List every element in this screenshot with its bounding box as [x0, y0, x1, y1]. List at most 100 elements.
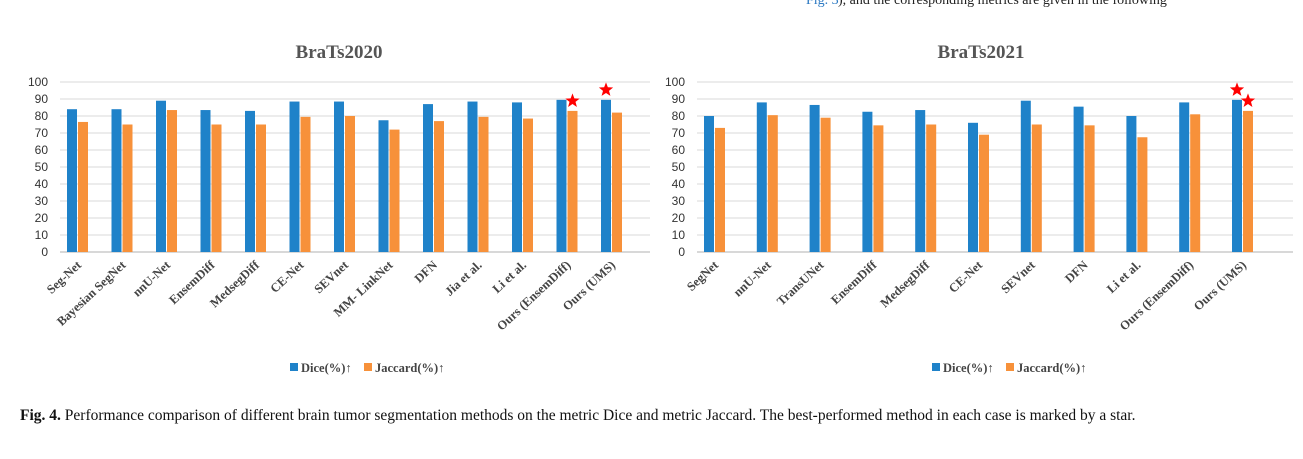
jaccard-bar	[478, 116, 489, 252]
jaccard-bar	[1084, 125, 1095, 252]
x-tick-label: SEVnet	[312, 257, 352, 296]
jaccard-bar	[345, 116, 355, 252]
dice-bar	[378, 120, 389, 252]
best-star-icon	[1240, 93, 1256, 107]
jaccard-bar	[389, 129, 400, 252]
y-tick-label: 20	[35, 211, 49, 225]
chart-2: BraTs2021 0 10 20 30 40 50 60 70 80 90 100 SegNet nnU…	[665, 42, 1293, 375]
chart-title: BraTs2021	[938, 42, 1025, 63]
jaccard-bar	[979, 134, 989, 252]
x-tick-label: Jia et al.	[442, 258, 484, 299]
jaccard-bar	[1137, 137, 1148, 252]
legend-swatch-jaccard	[364, 363, 372, 371]
dice-bar	[289, 101, 300, 252]
figure-charts: BraTs20200102030405060708090100Seg-NetBa…	[28, 42, 1293, 375]
y-tick-label: 10	[672, 228, 686, 242]
x-tick-label: DFN	[1062, 258, 1090, 286]
y-tick-label: 60	[35, 143, 49, 157]
y-tick-label: 80	[35, 109, 49, 123]
best-star-icon	[565, 93, 580, 107]
legend-swatch-dice	[932, 363, 940, 371]
jaccard-bar	[767, 115, 778, 253]
jaccard-bar	[300, 116, 311, 252]
previous-paragraph-fragment: Fig. 3 ), and the corresponding metrics …	[0, 0, 1303, 9]
x-tick-label: MedsegDiff	[878, 257, 933, 310]
dice-bar	[1020, 100, 1031, 252]
x-tick-label: MedsegDiff	[207, 257, 262, 310]
x-tick-label: Li et al.	[490, 258, 529, 296]
figure-caption: Fig. 4. Performance comparison of differ…	[20, 404, 1295, 427]
legend-swatch-jaccard	[1006, 363, 1014, 371]
x-tick-label: Li et al.	[1104, 258, 1143, 296]
dice-bar	[1232, 99, 1242, 252]
jaccard-bar	[926, 124, 937, 252]
y-tick-label: 100	[28, 75, 48, 89]
dice-bar	[67, 109, 77, 252]
y-tick-label: 90	[35, 92, 49, 106]
y-tick-label: 40	[35, 177, 49, 191]
jaccard-bar	[434, 121, 444, 252]
legend-label-jaccard: Jaccard(%)↑	[375, 361, 444, 375]
y-tick-label: 30	[35, 194, 49, 208]
x-tick-label: SegNet	[684, 257, 722, 293]
legend-label-dice: Dice(%)↑	[943, 361, 994, 375]
dice-bar	[111, 109, 122, 252]
dice-bar	[968, 122, 978, 252]
y-tick-label: 100	[665, 75, 685, 89]
chart-title: BraTs2020	[296, 42, 383, 63]
chart-1: BraTs20200102030405060708090100Seg-NetBa…	[28, 42, 650, 375]
y-tick-label: 0	[678, 245, 685, 259]
legend-label-jaccard: Jaccard(%)↑	[1017, 361, 1086, 375]
legend: Dice(%)↑ Jaccard(%)↑	[290, 361, 444, 375]
y-tick-label: 20	[672, 211, 686, 225]
dice-bar	[245, 110, 255, 253]
dice-bar	[200, 110, 211, 252]
dice-bar	[915, 110, 926, 252]
y-tick-label: 60	[672, 143, 686, 157]
caption-text: Performance comparison of different brai…	[60, 407, 1136, 424]
x-tick-label: Seg-Net	[44, 257, 85, 296]
y-tick-label: 0	[41, 245, 48, 259]
legend-swatch-dice	[290, 363, 298, 371]
x-tick-label: EnsemDiff	[828, 257, 880, 307]
y-tick-label: 10	[35, 228, 49, 242]
best-star-icon	[598, 82, 614, 96]
x-tick-label: DFN	[412, 258, 440, 286]
x-tick-label: nnU-Net	[130, 257, 174, 299]
x-tick-label: TransUNet	[774, 257, 827, 308]
jaccard-bar	[211, 124, 222, 252]
dice-bar	[756, 102, 767, 253]
jaccard-bar	[612, 112, 622, 252]
x-tick-label: Ours (UMS)	[1191, 258, 1249, 313]
jaccard-bar	[1243, 110, 1253, 253]
y-tick-label: 50	[35, 160, 49, 174]
jaccard-bar	[873, 125, 884, 252]
dice-bar	[334, 101, 344, 252]
x-tick-label: CE-Net	[946, 257, 986, 295]
legend: Dice(%)↑ Jaccard(%)↑	[932, 361, 1086, 375]
jaccard-bar	[122, 124, 133, 252]
x-tick-label: nnU-Net	[731, 257, 775, 299]
y-tick-label: 30	[672, 194, 686, 208]
y-tick-label: 80	[672, 109, 686, 123]
y-tick-label: 90	[672, 92, 686, 106]
dice-bar	[862, 111, 873, 252]
dice-bar	[1073, 106, 1084, 253]
jaccard-bar	[78, 121, 88, 252]
jaccard-bar	[167, 110, 177, 252]
jaccard-bar	[256, 124, 266, 252]
x-tick-label: SEVnet	[998, 257, 1038, 296]
jaccard-bar	[567, 110, 578, 253]
previous-text: ), and the corresponding metrics are giv…	[838, 0, 1167, 8]
dice-bar	[1179, 102, 1190, 253]
dice-bar	[1126, 116, 1137, 252]
jaccard-bar	[1190, 114, 1201, 252]
y-tick-label: 70	[672, 126, 686, 140]
figure-reference-link[interactable]: Fig. 3	[806, 0, 839, 8]
jaccard-bar	[715, 127, 725, 252]
x-tick-label: CE-Net	[268, 257, 308, 295]
jaccard-bar	[820, 117, 831, 252]
dice-bar	[809, 104, 820, 252]
dice-bar	[704, 116, 714, 252]
jaccard-bar	[1031, 124, 1042, 252]
